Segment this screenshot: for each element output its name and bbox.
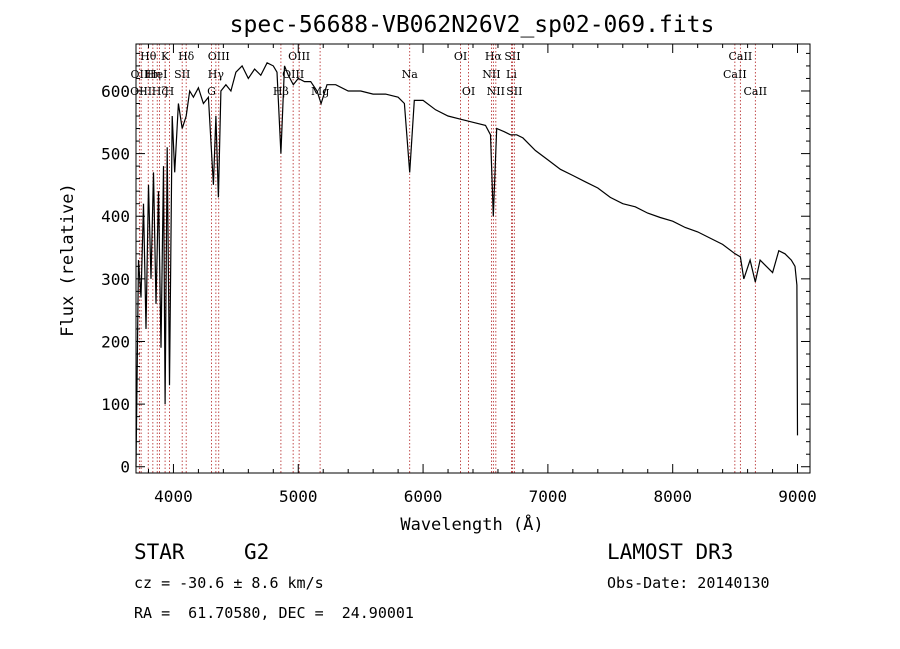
line-label-21: NII [482,68,500,81]
line-label-4: Hζ [152,85,168,98]
spectrum-line [135,61,799,467]
chart-title: spec-56688-VB062N26V2_sp02-069.fits [230,12,715,38]
x-tick-label-3: 7000 [529,487,568,506]
line-label-10: OIII [208,50,230,63]
x-axis-ticks: 4000 5000 6000 7000 8000 9000 [147,44,817,506]
x-tick-label-1: 5000 [279,487,318,506]
y-tick-label-2: 200 [101,332,130,351]
line-label-13: Hβ [273,85,289,98]
redshift-cz: cz = -30.6 ± 8.6 km/s [134,574,324,592]
line-label-17: Na [402,68,419,81]
line-label-28: CaII [743,85,767,98]
x-tick-label-4: 8000 [653,487,692,506]
line-label-19: OI [462,85,475,98]
survey-name: LAMOST DR3 [607,540,734,564]
x-tick-label-0: 4000 [154,487,193,506]
y-tick-label-6: 600 [101,82,130,101]
observation-date: Obs-Date: 20140130 [607,574,770,592]
line-label-7: H [165,85,175,98]
y-axis-label: Flux (relative) [58,183,78,337]
y-axis-ticks: 0 100 200 300 400 500 600 [101,52,810,477]
object-class: STAR [134,540,185,564]
line-label-8: SII [174,68,190,81]
y-tick-label-4: 400 [101,207,130,226]
y-tick-label-3: 300 [101,270,130,289]
line-label-0: Hθ [140,50,157,63]
line-label-3: OIII [130,85,152,98]
y-tick-label-5: 500 [101,145,130,164]
x-tick-label-5: 9000 [778,487,817,506]
line-label-9: Hδ [178,50,195,63]
line-label-6: HeI [147,68,167,81]
x-axis-label: Wavelength (Å) [400,513,543,535]
line-label-26: CaII [729,50,753,63]
line-label-18: OI [454,50,467,63]
line-label-2: Hη [145,68,161,81]
line-label-11: Hγ [208,68,225,81]
line-label-22: NII [487,85,505,98]
line-label-14: OIII [288,50,310,63]
line-label-12: G [207,85,216,98]
line-label-24: Li [506,68,517,81]
subclass: G2 [244,540,270,564]
line-label-23: SII [504,50,520,63]
y-tick-label-1: 100 [101,395,130,414]
x-tick-label-2: 6000 [404,487,443,506]
plot-frame [135,43,811,474]
coordinates: RA = 61.70580, DEC = 24.90001 [134,604,414,622]
line-label-27: CaII [723,68,747,81]
line-label-5: K [161,50,170,63]
line-label-1: OII [131,68,149,81]
line-label-25: SII [506,85,522,98]
y-tick-label-0: 0 [120,458,130,477]
line-label-15: OIII [282,68,304,81]
line-label-20: Hα [485,50,503,63]
